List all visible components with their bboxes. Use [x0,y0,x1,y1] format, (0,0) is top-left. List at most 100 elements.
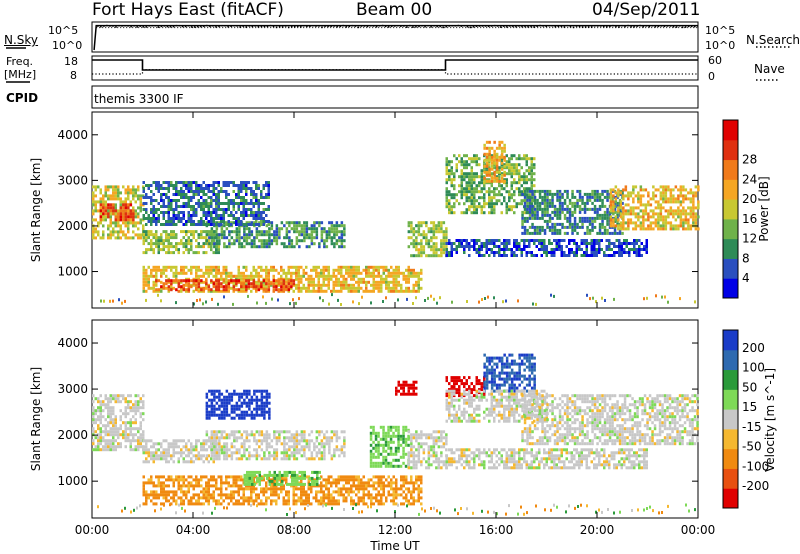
echo-region [395,380,418,396]
n-sky-point [145,26,148,28]
x-axis-label: Time UT [369,539,420,553]
echo-region [609,185,700,231]
echo-region [155,279,296,292]
n-sky-point [633,26,635,28]
time-axis: 00:00 04:00 08:00 12:00 16:00 20:00 00:00 Time … [75,523,716,553]
n-sky-point [693,25,696,28]
n-sky-point [206,24,208,27]
n-sky-point [415,26,417,28]
echo-region [142,230,220,255]
colorbar-swatch [723,258,738,279]
n-sky-point [403,25,405,27]
velocity-colorbar-tick: 100 [742,361,765,375]
n-sky-point [166,25,169,28]
noise-series [93,24,699,51]
station-title: Fort Hays East (fitACF) [92,0,284,20]
n-sky-point [484,25,487,27]
n-sky-point [506,26,508,28]
echo-region [92,394,145,452]
velocity-colorbar-tick: 200 [742,341,765,355]
n-sky-point [636,25,638,27]
power-colorbar-tick: 24 [742,172,757,186]
echo-region [369,425,410,468]
colorbar-swatch [723,369,738,390]
n-sky-point [681,26,684,29]
n-sky-point [421,25,423,27]
colorbar-swatch [723,159,738,180]
n-sky-point [339,25,341,28]
n-sky-point [609,25,611,28]
n-sky-point [354,25,357,27]
n-sky-point [272,25,275,28]
n-sky-point [187,25,190,27]
n-sky-point [463,24,466,27]
n-sky-point [439,25,441,28]
n-sky-point [475,25,478,28]
n-sky-point [278,26,281,28]
velocity-colorbar-label: Velocity [m s^-1] [763,368,777,472]
n-sky-point [551,25,554,27]
n-sky-point [375,25,378,28]
n-sky-point [557,25,560,28]
n-sky-point [478,25,481,27]
n-sky-point [330,25,332,28]
colorbar-swatch [723,389,738,410]
n-sky-point [442,26,444,29]
n-sky-point [251,25,254,28]
n-sky-point [378,25,381,27]
n-sky-point [294,26,296,28]
n-sky-point [139,25,141,27]
power-colorbar-tick: 12 [742,232,757,246]
n-sky-point [390,25,393,27]
n-sky-point [197,25,199,28]
velocity-colorbar-tick: 15 [742,400,757,414]
n-sky-point [457,24,460,27]
y-tick-label: 4000 [57,128,88,142]
n-sky-point [175,24,178,27]
nave-tick-0: 0 [708,70,715,83]
n-sky-point [569,25,572,28]
n-sky-point [203,25,205,28]
n-sky-point [106,24,108,27]
n-sky-point [257,26,260,28]
n-sky-point [587,26,590,28]
n-sky-point [436,25,438,28]
n-sky-point [121,25,123,27]
x-tick-label: 12:00 [378,523,413,537]
n-sky-point [236,25,238,27]
n-sky-point [500,26,502,28]
n-sky-point [497,25,499,27]
echo-region [205,389,271,420]
n-sky-point [639,24,641,27]
n-sky-point [327,25,329,28]
x-tick-label: 20:00 [580,523,615,537]
n-sky-point [512,25,514,28]
colorbar-swatch [723,448,738,469]
n-sky-point [684,26,687,28]
n-sky-point [112,25,114,27]
freq-unit-label: [MHz] [4,68,37,81]
n-sky-point [297,25,299,28]
n-sky-point [284,25,287,27]
colorbar-swatch [723,238,738,259]
noise-left-tick-top: 10^5 [48,24,79,37]
n-sky-point [503,25,505,27]
n-sky-point [324,25,326,27]
power-colorbar-tick: 16 [742,212,757,226]
n-sky-point [593,25,596,27]
n-sky-point [248,25,251,27]
n-sky-point [397,24,399,27]
n-sky-point [393,25,396,27]
velocity-heatmap [92,353,699,516]
cpid-program: themis 3300 IF [94,92,184,106]
velocity-colorbar-tick: -15 [742,420,762,434]
echo-region [445,448,648,470]
n-sky-point [136,26,138,28]
ground-scatter-speckle [100,293,696,306]
n-sky-point [242,25,244,27]
echo-region [142,439,220,464]
n-sky-point [127,25,129,27]
power-colorbar-label: Power [dB] [757,176,771,241]
n-sky-point [566,24,569,27]
n-sky-point [387,26,390,28]
